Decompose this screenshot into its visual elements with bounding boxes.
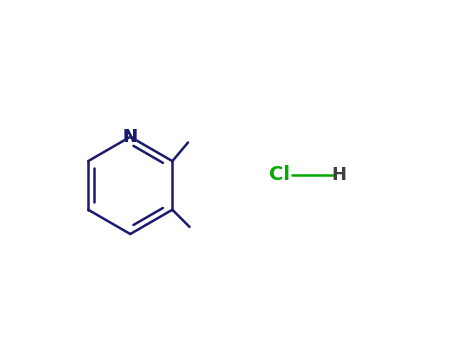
Text: N: N xyxy=(123,128,138,146)
Text: Cl: Cl xyxy=(269,166,290,184)
Text: H: H xyxy=(331,166,346,184)
Text: N: N xyxy=(123,128,138,146)
Text: N: N xyxy=(123,128,138,146)
